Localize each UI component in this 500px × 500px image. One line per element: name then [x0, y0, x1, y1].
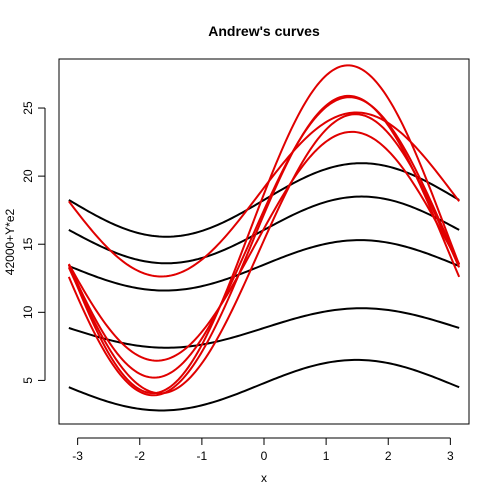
y-tick-label: 5	[21, 377, 35, 384]
red-curve-7	[67, 94, 461, 397]
black-curve-5	[68, 162, 460, 238]
curves-group	[67, 64, 461, 412]
y-tick-label: 20	[21, 169, 35, 183]
red-curve-10	[67, 130, 461, 362]
x-tick-label: -3	[72, 449, 83, 463]
y-tick-label: 15	[21, 237, 35, 251]
y-tick-label: 10	[21, 305, 35, 319]
x-tick-label: 3	[447, 449, 454, 463]
y-axis: 5 10 15 20 25	[21, 101, 46, 384]
y-axis-label: 42000+Y*e2	[3, 208, 17, 275]
chart-title: Andrew's curves	[208, 23, 320, 39]
x-tick-label: -2	[134, 449, 145, 463]
red-curve-11	[68, 111, 460, 278]
x-tick-label: -1	[197, 449, 208, 463]
x-tick-label: 2	[385, 449, 392, 463]
plot-frame	[58, 58, 470, 425]
x-axis: -3 -2 -1 0 1 2 3	[72, 437, 454, 463]
x-axis-label: x	[261, 471, 267, 485]
x-tick-label: 0	[261, 449, 268, 463]
x-tick-label: 1	[323, 449, 330, 463]
red-curve-8	[67, 96, 461, 379]
red-curve-6	[67, 64, 461, 395]
y-tick-label: 25	[21, 101, 35, 115]
red-curve-9	[67, 113, 461, 395]
black-curve-3	[68, 239, 460, 292]
black-curve-1	[68, 358, 460, 412]
black-curve-2	[68, 307, 460, 349]
